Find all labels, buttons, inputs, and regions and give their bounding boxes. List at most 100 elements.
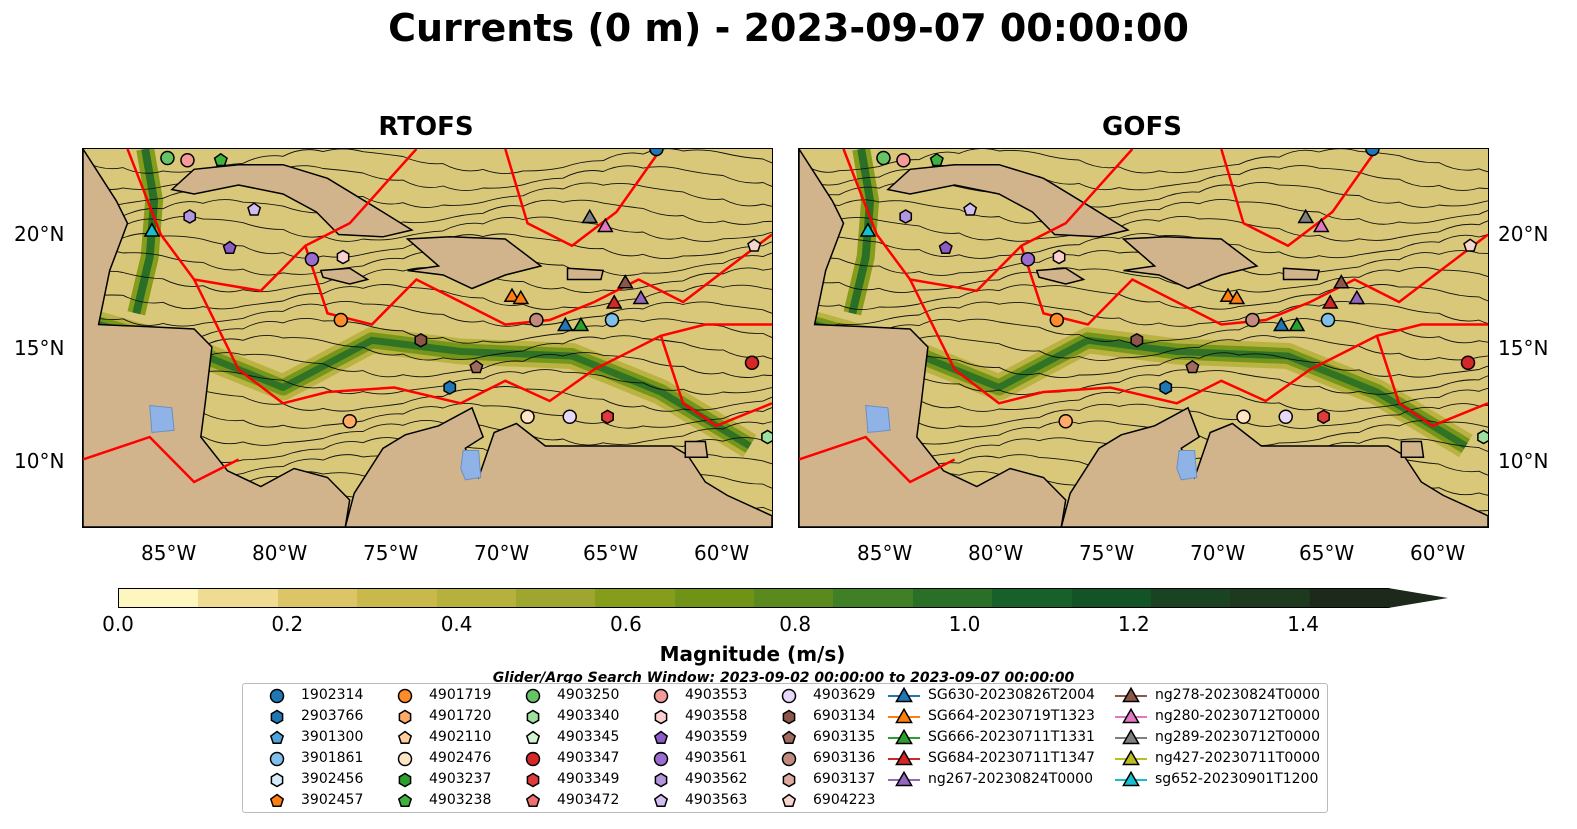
float-marker <box>469 359 484 374</box>
panel-title-gofs: GOFS <box>1102 112 1182 142</box>
legend-item-label: 4903472 <box>557 792 620 808</box>
boundary-line <box>799 435 956 484</box>
legend-item-label: ng280-20230712T0000 <box>1155 708 1320 724</box>
legend-item-label: 6903137 <box>813 771 876 787</box>
colorbar-segment <box>436 589 516 607</box>
float-marker <box>143 222 161 237</box>
lake <box>865 404 891 434</box>
legend-item-label: 4903553 <box>685 687 748 703</box>
colorbar-segment <box>119 589 199 607</box>
lat-label-left-15n: 15°N <box>14 336 65 360</box>
float-marker <box>744 355 760 370</box>
float-marker <box>601 409 614 425</box>
float-marker <box>1130 332 1144 348</box>
pentagon-marker-icon <box>653 730 669 745</box>
float-marker <box>1463 238 1478 252</box>
float-marker <box>1317 409 1330 425</box>
colorbar-segment <box>992 589 1072 607</box>
hexagon-marker-icon <box>398 772 412 788</box>
circle-marker-icon <box>269 751 285 767</box>
float-marker <box>1348 289 1366 305</box>
float-marker <box>581 208 599 224</box>
legend-item-label: ng267-20230824T0000 <box>928 771 1093 787</box>
legend-item-label: 6903134 <box>813 708 876 724</box>
circle-marker-icon <box>653 751 669 767</box>
legend-item-label: 3901861 <box>301 750 364 766</box>
colorbar <box>118 588 1390 608</box>
float-marker <box>1185 359 1200 374</box>
streamline <box>83 199 772 225</box>
colorbar-segment <box>277 589 358 607</box>
legend-item-label: SG666-20230711T1331 <box>928 729 1095 745</box>
hexagon-marker-icon <box>526 772 540 788</box>
float-marker <box>247 202 262 216</box>
circle-marker-icon <box>397 688 413 704</box>
legend-item-label: ng289-20230712T0000 <box>1155 729 1320 745</box>
colorbar-tick-label: 1.2 <box>1117 612 1150 636</box>
land-mass <box>319 267 370 285</box>
lat-label-right-20n: 20°N <box>1498 222 1549 246</box>
float-marker <box>520 409 535 424</box>
hexagon-marker-icon <box>270 709 284 725</box>
lat-label-left-10n: 10°N <box>14 449 65 473</box>
land-mass <box>1282 267 1321 281</box>
float-marker <box>1297 208 1315 224</box>
legend-item-label: 4901720 <box>429 708 492 724</box>
float-marker <box>938 240 953 255</box>
triangle-marker-icon <box>888 686 920 703</box>
float-marker <box>597 217 614 233</box>
lon-label-60w-right: 60°W <box>1410 541 1466 565</box>
streamline <box>799 284 1488 310</box>
lon-label-70w-right: 70°W <box>1190 541 1246 565</box>
legend-item-label: 3902457 <box>301 792 364 808</box>
land-mass <box>1121 236 1259 290</box>
float-marker <box>1273 316 1290 332</box>
lat-label-right-15n: 15°N <box>1498 336 1549 360</box>
legend-item-label: 4902476 <box>429 750 492 766</box>
float-marker <box>859 222 877 237</box>
float-marker <box>1477 429 1488 445</box>
circle-marker-icon <box>525 688 541 704</box>
colorbar-segment <box>1309 589 1389 607</box>
float-marker <box>529 312 544 328</box>
float-marker <box>443 380 457 395</box>
triangle-marker-icon <box>1115 686 1147 703</box>
lon-label-75w-left: 75°W <box>363 541 419 565</box>
pentagon-marker-icon <box>397 793 413 808</box>
float-marker <box>899 209 913 224</box>
colorbar-extend-arrow <box>1388 588 1448 608</box>
float-marker <box>1236 409 1251 424</box>
streamline <box>83 318 772 344</box>
circle-marker-icon <box>653 688 669 704</box>
float-marker <box>632 289 650 305</box>
legend-item-label: 6903136 <box>813 750 876 766</box>
legend-item-label: ng427-20230711T0000 <box>1155 750 1320 766</box>
land-mass <box>1060 406 1488 527</box>
streamline <box>799 199 1488 225</box>
boundary-line <box>908 278 1488 405</box>
float-marker <box>414 332 428 348</box>
streamline <box>799 149 1488 174</box>
float-marker <box>342 414 357 429</box>
streamline <box>83 216 772 242</box>
land-mass <box>405 236 543 290</box>
colorbar-segment <box>754 589 834 607</box>
lake <box>1176 450 1198 481</box>
land-mass <box>1400 440 1425 459</box>
colorbar-tick-label: 0.4 <box>440 612 473 636</box>
float-marker <box>605 294 623 309</box>
boundary-line <box>126 149 418 293</box>
float-marker <box>557 316 574 332</box>
search-window-note: Glider/Argo Search Window: 2023-09-02 00… <box>492 670 1075 686</box>
float-marker <box>1278 409 1293 424</box>
legend-item-label: 3902456 <box>301 771 364 787</box>
hexagon-marker-icon <box>526 709 540 725</box>
streamline <box>83 301 772 327</box>
colorbar-tick-label: 0.2 <box>271 612 304 636</box>
legend-item-label: 4901719 <box>429 687 492 703</box>
boundary-line <box>192 278 772 405</box>
lon-label-65w-right: 65°W <box>1299 541 1355 565</box>
lon-label-85w-right: 85°W <box>857 541 913 565</box>
figure-title: Currents (0 m) - 2023-09-07 00:00:00 <box>388 6 1189 50</box>
land-mass <box>684 440 709 459</box>
